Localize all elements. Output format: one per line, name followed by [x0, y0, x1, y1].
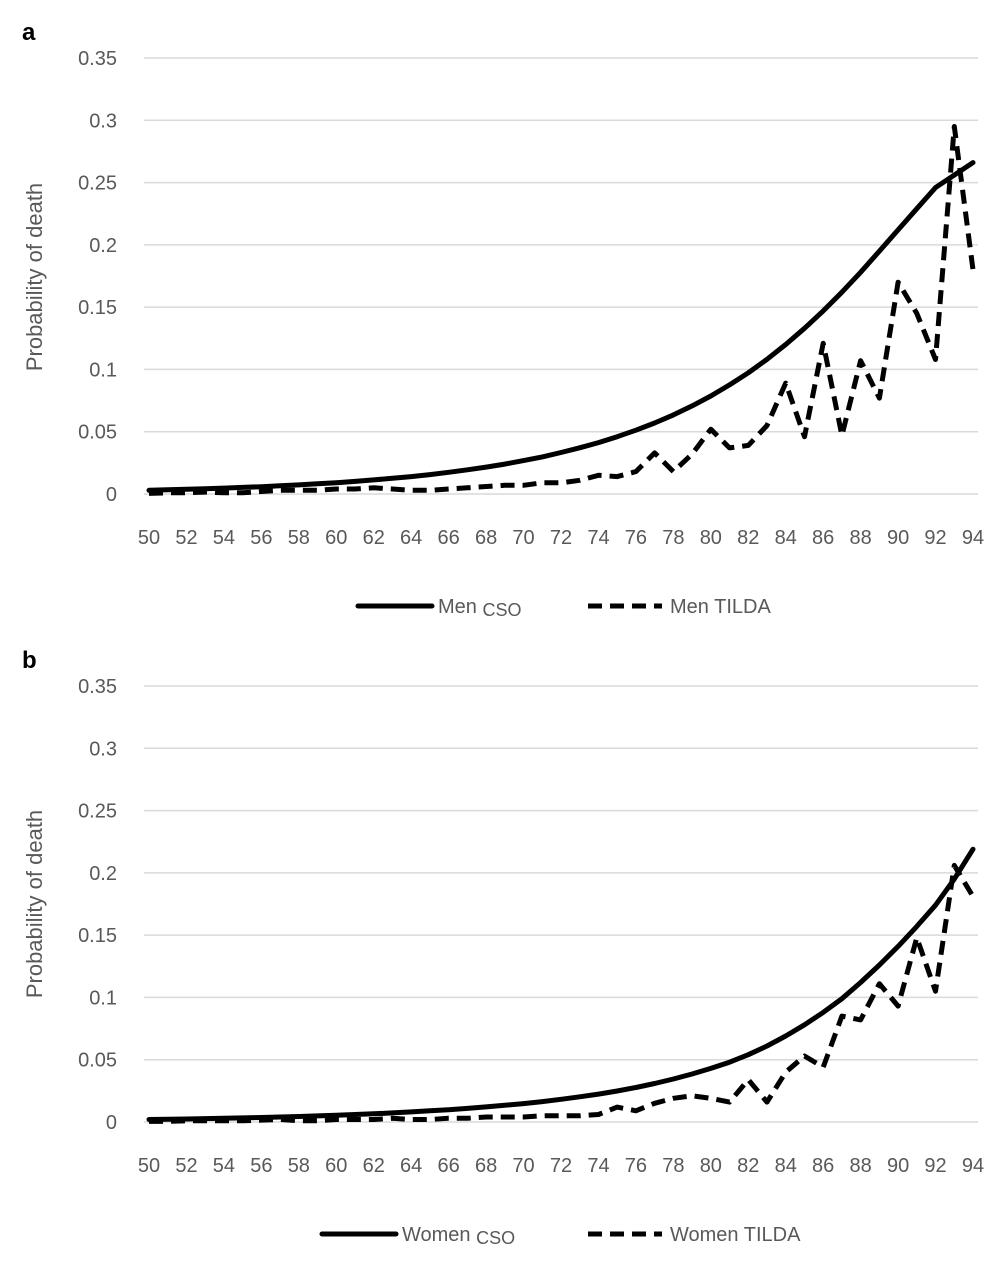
x-tick-label: 60: [325, 1155, 347, 1177]
x-tick-label: 50: [138, 1155, 160, 1177]
x-tick-label: 70: [512, 527, 534, 549]
y-tick-label: 0: [106, 484, 117, 506]
series-line-men-cso: [146, 160, 976, 493]
x-tick-label: 64: [400, 1155, 422, 1177]
x-tick-label: 50: [138, 527, 160, 549]
y-tick-label: 0.35: [78, 48, 117, 70]
x-tick-label: 84: [775, 527, 797, 549]
legend-label: Women TILDA: [670, 1224, 801, 1246]
chart-panel-b: b 0 0.05 0.1 0.15 0.2 0.25 0.3 0.35 50 52 54 56 58 60 6…: [22, 647, 984, 1248]
y-tick-label: 0.35: [78, 676, 117, 698]
x-tick-label: 88: [850, 1155, 872, 1177]
y-tick-label: 0.15: [78, 925, 117, 947]
x-tick-label: 66: [438, 527, 460, 549]
x-tick-label: 78: [662, 527, 684, 549]
y-tick-label: 0.05: [78, 422, 117, 444]
x-tick-label: 88: [850, 527, 872, 549]
x-tick-label: 52: [175, 527, 197, 549]
y-tick-label: 0.3: [89, 110, 117, 132]
y-tick-label: 0.25: [78, 173, 117, 195]
x-tick-label: 72: [550, 527, 572, 549]
x-tick-label: 76: [625, 1155, 647, 1177]
panel-label: a: [22, 19, 36, 46]
x-tick-label: 80: [700, 1155, 722, 1177]
x-tick-label: 56: [250, 1155, 272, 1177]
x-tick-label: 54: [213, 1155, 235, 1177]
x-tick-label: 54: [213, 527, 235, 549]
y-tick-label: 0.1: [89, 359, 117, 381]
y-axis-label: Probability of death: [22, 183, 47, 371]
x-tick-label: 68: [475, 527, 497, 549]
legend-label-suffix: CSO: [476, 1228, 515, 1248]
x-tick-label: 58: [288, 527, 310, 549]
x-tick-label: 56: [250, 527, 272, 549]
x-tick-label: 68: [475, 1155, 497, 1177]
y-tick-label: 0.2: [89, 235, 117, 257]
y-tick-label: 0: [106, 1112, 117, 1134]
x-tick-label: 76: [625, 527, 647, 549]
legend-label: Men CSO: [438, 596, 521, 620]
x-tick-label: 70: [512, 1155, 534, 1177]
series-line-women-tilda: [149, 862, 976, 1124]
x-tick-label: 60: [325, 527, 347, 549]
x-tick-label: 64: [400, 527, 422, 549]
x-tick-label: 82: [737, 1155, 759, 1177]
x-tick-label: 78: [662, 1155, 684, 1177]
x-tick-label: 80: [700, 527, 722, 549]
x-tick-label: 66: [438, 1155, 460, 1177]
legend-label: Men TILDA: [670, 596, 771, 618]
y-tick-label: 0.05: [78, 1050, 117, 1072]
series-line-women-cso: [146, 846, 976, 1122]
x-tick-label: 82: [737, 527, 759, 549]
series-line-men-tilda: [148, 124, 976, 496]
x-tick-label: 94: [962, 527, 984, 549]
x-tick-label: 62: [363, 527, 385, 549]
chart-panel-a: a 0 0.05 0.1 0.15 0.2 0.25 0.3 0.35 50 52 54 56 58 60 6…: [22, 19, 984, 620]
y-tick-label: 0.1: [89, 987, 117, 1009]
legend-label-suffix: CSO: [482, 600, 521, 620]
x-tick-label: 86: [812, 1155, 834, 1177]
x-tick-label: 74: [587, 1155, 609, 1177]
x-tick-label: 74: [587, 527, 609, 549]
legend-label-name: Men: [438, 596, 482, 618]
x-tick-label: 90: [887, 527, 909, 549]
x-tick-label: 52: [175, 1155, 197, 1177]
legend-label: Women CSO: [402, 1224, 515, 1248]
x-tick-label: 72: [550, 1155, 572, 1177]
panel-label: b: [22, 647, 37, 674]
y-tick-label: 0.15: [78, 297, 117, 319]
x-tick-label: 90: [887, 1155, 909, 1177]
y-tick-label: 0.2: [89, 863, 117, 885]
x-tick-label: 62: [363, 1155, 385, 1177]
x-tick-label: 84: [775, 1155, 797, 1177]
y-tick-label: 0.3: [89, 738, 117, 760]
y-axis-label: Probability of death: [22, 810, 47, 998]
x-tick-label: 86: [812, 527, 834, 549]
x-tick-label: 92: [924, 1155, 946, 1177]
x-tick-label: 92: [924, 527, 946, 549]
x-tick-label: 58: [288, 1155, 310, 1177]
x-tick-label: 94: [962, 1155, 984, 1177]
y-tick-label: 0.25: [78, 801, 117, 823]
legend-label-name: Women: [402, 1224, 476, 1246]
